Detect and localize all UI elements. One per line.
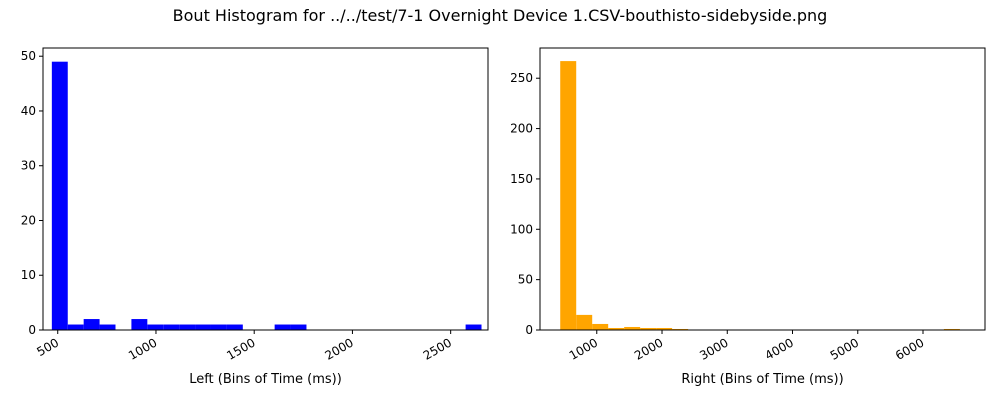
histogram-bar xyxy=(465,324,482,330)
histogram-bar xyxy=(226,324,243,330)
histogram-bar xyxy=(624,326,641,330)
histogram-bar xyxy=(608,327,625,330)
histogram-bar xyxy=(67,324,84,330)
histogram-bar xyxy=(83,319,100,330)
y-tick-label: 10 xyxy=(21,268,36,282)
y-tick-label: 200 xyxy=(510,122,533,136)
y-tick-label: 50 xyxy=(21,49,36,63)
plot-frame xyxy=(539,47,986,331)
histogram-bar xyxy=(576,314,593,330)
histogram-bar xyxy=(656,327,673,330)
y-tick-label: 40 xyxy=(21,104,36,118)
histogram-bar xyxy=(147,324,164,330)
histogram-bar xyxy=(163,324,180,330)
histogram-bar xyxy=(943,328,960,330)
histogram-bar xyxy=(592,323,609,330)
y-tick-label: 30 xyxy=(21,159,36,173)
x-tick-label: 5000 xyxy=(828,335,861,362)
y-tick-label: 250 xyxy=(510,71,533,85)
x-axis-label: Left (Bins of Time (ms)) xyxy=(189,372,342,387)
histogram-bar xyxy=(131,319,148,330)
histogram-bar xyxy=(210,324,227,330)
y-tick-label: 0 xyxy=(525,323,533,337)
figure-title: Bout Histogram for ../../test/7-1 Overni… xyxy=(172,6,828,25)
x-tick-label: 4000 xyxy=(763,335,796,362)
x-axis-label: Right (Bins of Time (ms)) xyxy=(681,372,843,387)
y-tick-label: 100 xyxy=(510,222,533,236)
y-tick-label: 20 xyxy=(21,213,36,227)
histogram-bar xyxy=(179,324,196,330)
histogram-bar xyxy=(195,324,211,330)
y-tick-label: 0 xyxy=(28,323,36,337)
histogram-bar xyxy=(99,324,116,330)
histogram-bar xyxy=(274,324,291,330)
histogram-bar xyxy=(560,61,577,330)
histogram-bar xyxy=(290,324,307,330)
x-tick-label: 1000 xyxy=(567,335,600,362)
histogram-bar xyxy=(672,328,689,330)
x-tick-label: 3000 xyxy=(697,335,730,362)
y-tick-label: 150 xyxy=(510,172,533,186)
x-tick-label: 2000 xyxy=(632,335,665,362)
histogram-bar xyxy=(51,61,68,330)
y-tick-label: 50 xyxy=(518,273,533,287)
plot-frame xyxy=(42,47,489,331)
x-tick-label: 6000 xyxy=(893,335,926,362)
histogram-bar xyxy=(640,327,657,330)
